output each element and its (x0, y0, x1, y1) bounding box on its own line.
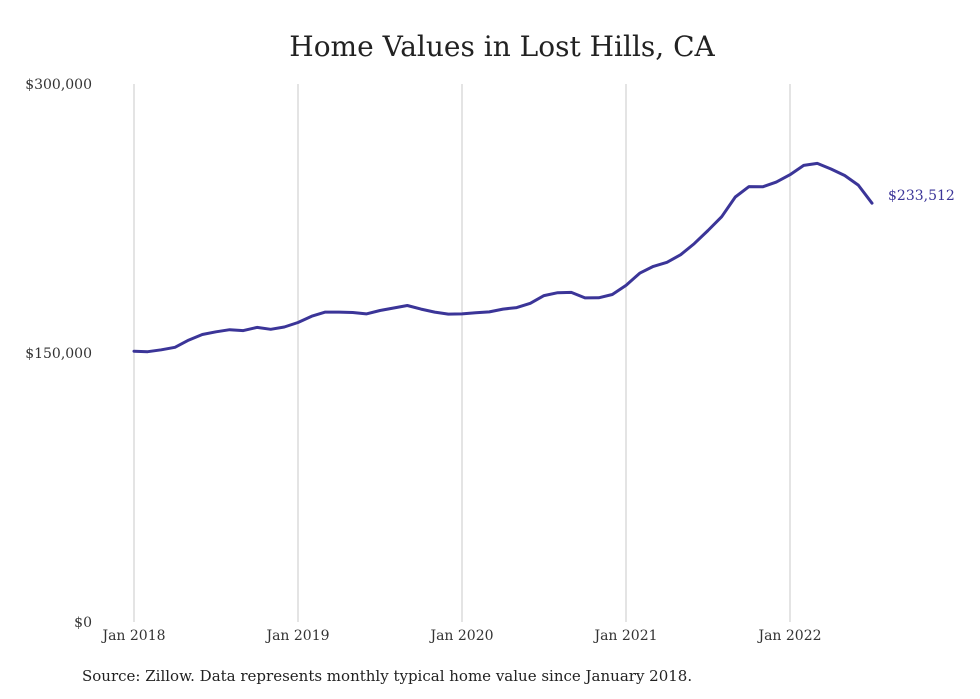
series-layer (132, 161, 874, 354)
source-note: Source: Zillow. Data represents monthly … (82, 667, 693, 685)
end-value-label: $233,512 (888, 188, 955, 204)
y-tick-label: $150,000 (25, 346, 92, 362)
x-axis-ticks: Jan 2018 Jan 2019 Jan 2020 Jan 2021 Jan 2022 (100, 628, 821, 644)
y-tick-label: $300,000 (25, 77, 92, 93)
chart-title: Home Values in Lost Hills, CA (289, 30, 715, 63)
y-tick-label: $0 (74, 615, 92, 631)
y-axis-ticks: $0 $150,000 $300,000 (25, 77, 92, 631)
x-tick-label: Jan 2019 (264, 628, 329, 644)
x-tick-label: Jan 2022 (756, 628, 821, 644)
x-tick-label: Jan 2020 (428, 628, 493, 644)
gridlines (133, 84, 791, 622)
x-tick-label: Jan 2018 (100, 628, 165, 644)
end-label-layer: $233,512 (888, 188, 955, 204)
x-tick-label: Jan 2021 (592, 628, 657, 644)
series-line (132, 161, 874, 354)
